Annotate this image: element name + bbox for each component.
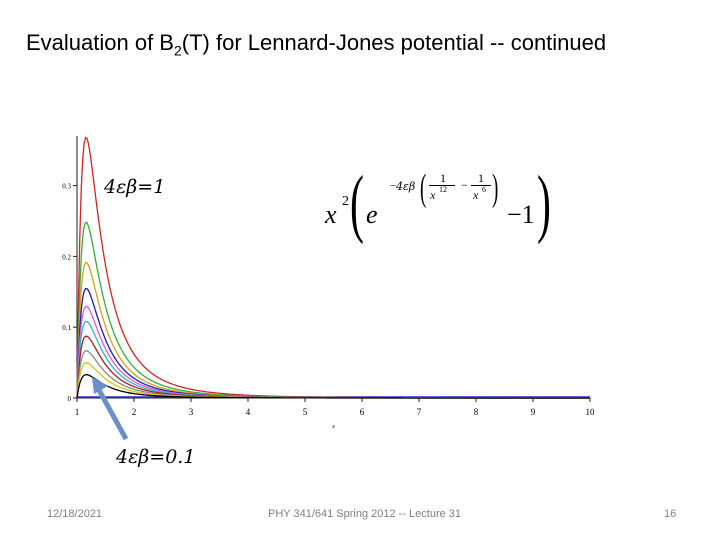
eq-frac2-den-pow: 6 (482, 185, 486, 194)
x-tick-label: 6 (360, 407, 365, 417)
eq-frac1-num: 1 (440, 171, 446, 185)
y-tick-label: 0.2 (62, 253, 71, 261)
annotation-bottom-label: 4εβ=0.1 (116, 446, 196, 468)
y-tick-label: 0.3 (62, 183, 71, 191)
eq-frac2-den: x (473, 188, 479, 202)
annotation-top-label: 4εβ=1 (104, 176, 166, 198)
x-tick-label: 4 (246, 407, 251, 417)
x-tick-label: 7 (417, 407, 422, 417)
x-tick-label: 8 (474, 407, 479, 417)
arrow-shaft (96, 388, 129, 441)
eq-inner-left-paren: ( (420, 167, 427, 209)
series-line-9 (76, 374, 590, 399)
eq-frac1-bar (429, 185, 455, 186)
slide-title: Evaluation of B2(T) for Lennard-Jones po… (26, 30, 606, 58)
annotation-arrow (92, 377, 129, 441)
y-tick-label: 0 (68, 395, 72, 403)
eq-minus-one: −1 (507, 200, 535, 229)
title-rest: (T) for Lennard-Jones potential -- conti… (181, 30, 607, 55)
series-line-4 (76, 305, 590, 399)
series-line-5 (76, 320, 590, 399)
eq-x: x (325, 200, 337, 229)
x-tick-label: 3 (189, 407, 194, 417)
arrow-head (92, 377, 108, 394)
eq-e: e (366, 200, 378, 229)
eq-inner-right-paren: ) (492, 167, 499, 209)
eq-frac1-den: x (430, 188, 436, 202)
eq-inner-minus: − (461, 178, 468, 192)
footer-date: 12/18/2021 (47, 508, 103, 520)
title-main: Evaluation of B (26, 30, 174, 55)
eq-frac1-den-pow: 12 (439, 185, 447, 194)
eq-minus-sign: − (390, 180, 397, 192)
title-subscript: 2 (173, 42, 182, 59)
x-axis-label: x (331, 424, 335, 428)
equation: x 2 ( e − 4εβ ( 1 x 12 − 1 x 6 ) −1 ) (323, 161, 553, 264)
eq-power-2: 2 (342, 194, 349, 209)
y-tick-label: 0.1 (62, 324, 71, 332)
eq-frac2-bar (471, 185, 491, 186)
eq-left-paren: ( (350, 161, 364, 245)
x-tick-label: 9 (531, 407, 536, 417)
series-line-2 (76, 261, 590, 399)
x-tick-label: 1 (75, 407, 80, 417)
page-number: 16 (664, 508, 677, 520)
x-tick-label: 2 (132, 407, 137, 417)
footer-text: PHY 341/641 Spring 2012 -- Lecture 31 (268, 508, 462, 520)
x-tick-label: 5 (303, 407, 308, 417)
eq-right-paren: ) (537, 161, 551, 245)
x-tick-label: 10 (586, 407, 596, 417)
eq-exponent-coef: 4εβ (396, 180, 416, 193)
eq-frac2-num: 1 (478, 171, 484, 185)
